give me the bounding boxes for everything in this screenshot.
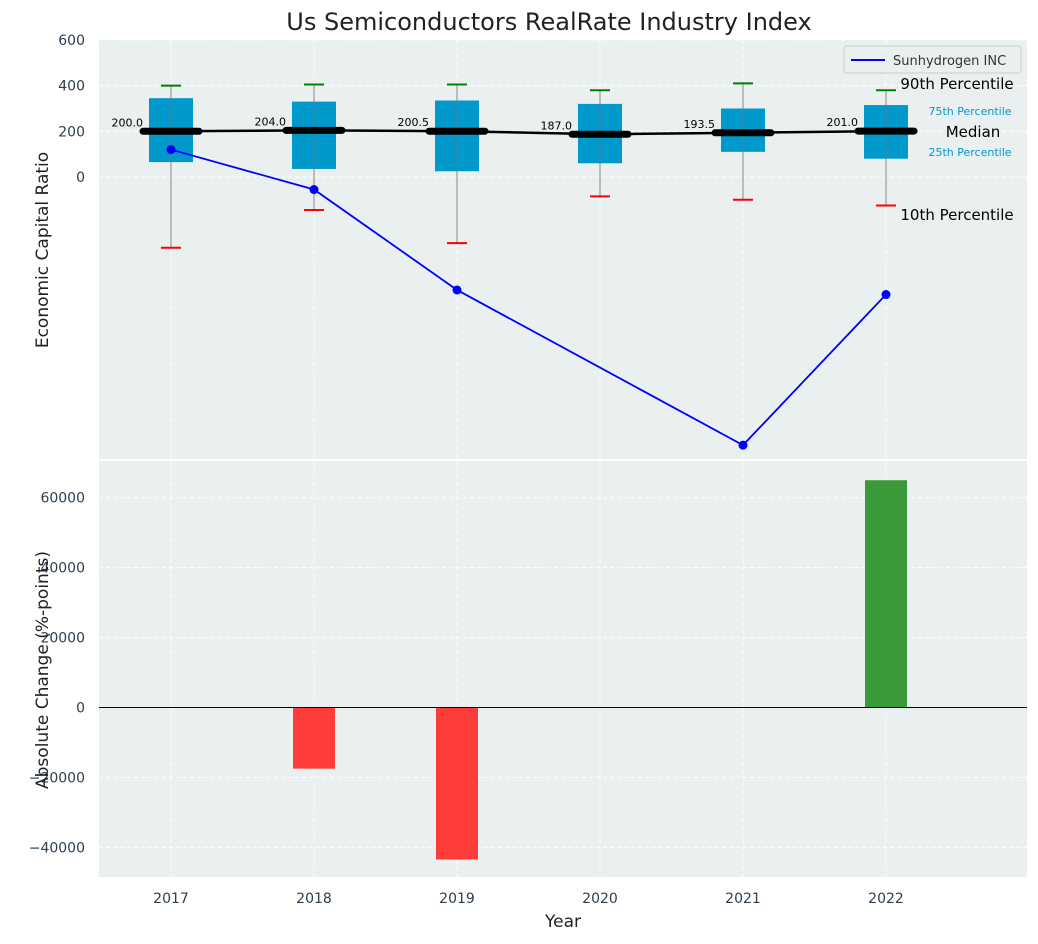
company-series-point (309, 185, 319, 195)
bottom-y-tick-label: 20000 (40, 631, 85, 647)
x-tick-labels: 2017 2018 2019 2020 2021 2022 (153, 891, 904, 907)
top-y-tick-labels: 600 400 200 0 (58, 33, 85, 186)
company-series-point (881, 290, 891, 300)
annotation-p75: 75th Percentile (928, 105, 1011, 118)
percentile-annotations: 90th Percentile 75th Percentile Median 25th… (900, 75, 1013, 224)
company-series-point (738, 440, 748, 450)
median-trend-line (170, 129, 887, 136)
company-series-point (166, 145, 176, 155)
median-trend (170, 129, 887, 136)
negative-change-bar (436, 707, 478, 860)
median-value-label: 201.0 (827, 116, 859, 129)
x-tick-label: 2018 (296, 891, 332, 907)
legend: Sunhydrogen INC (843, 45, 1022, 74)
x-tick-label: 2021 (725, 891, 761, 907)
top-y-tick-label: 200 (58, 124, 85, 140)
top-y-tick-label: 400 (58, 79, 85, 95)
bottom-y-tick-label: 0 (76, 700, 85, 716)
x-axis-label: Year (544, 912, 581, 932)
bottom-y-tick-label: −20000 (29, 770, 85, 786)
annotation-p25: 25th Percentile (928, 146, 1011, 159)
top-y-tick-label: 600 (58, 33, 85, 49)
annotation-median: Median (946, 123, 1001, 141)
top-panel-background (99, 40, 1027, 460)
x-tick-label: 2019 (439, 891, 475, 907)
annotation-p90: 90th Percentile (900, 75, 1013, 93)
x-tick-label: 2022 (868, 891, 904, 907)
bottom-y-tick-labels: 60000 40000 20000 0 −20000 −40000 (29, 491, 85, 857)
bottom-y-axis-label: Absolute Change (%-points) (33, 551, 53, 789)
median-value-label: 187.0 (541, 119, 573, 132)
legend-label: Sunhydrogen INC (893, 54, 1006, 69)
median-value-label: 204.0 (255, 115, 287, 128)
median-value-label: 193.5 (684, 118, 716, 131)
negative-change-bar (293, 707, 335, 769)
company-series (166, 145, 891, 450)
annotation-p10: 10th Percentile (900, 206, 1013, 224)
change-bars (99, 459, 1027, 860)
x-tick-label: 2020 (582, 891, 618, 907)
median-value-label: 200.0 (112, 116, 144, 129)
bottom-y-tick-label: −40000 (29, 840, 85, 856)
x-tick-label: 2017 (153, 891, 189, 907)
bottom-y-tick-label: 60000 (40, 491, 85, 507)
bottom-y-tick-label: 40000 (40, 561, 85, 577)
positive-change-bar (865, 480, 907, 708)
median-value-label: 200.5 (398, 116, 430, 129)
company-series-point (452, 285, 462, 295)
top-y-tick-label: 0 (76, 170, 85, 186)
chart-title: Us Semiconductors RealRate Industry Inde… (286, 8, 811, 36)
top-y-axis-label: Economic Capital Ratio (33, 152, 53, 348)
